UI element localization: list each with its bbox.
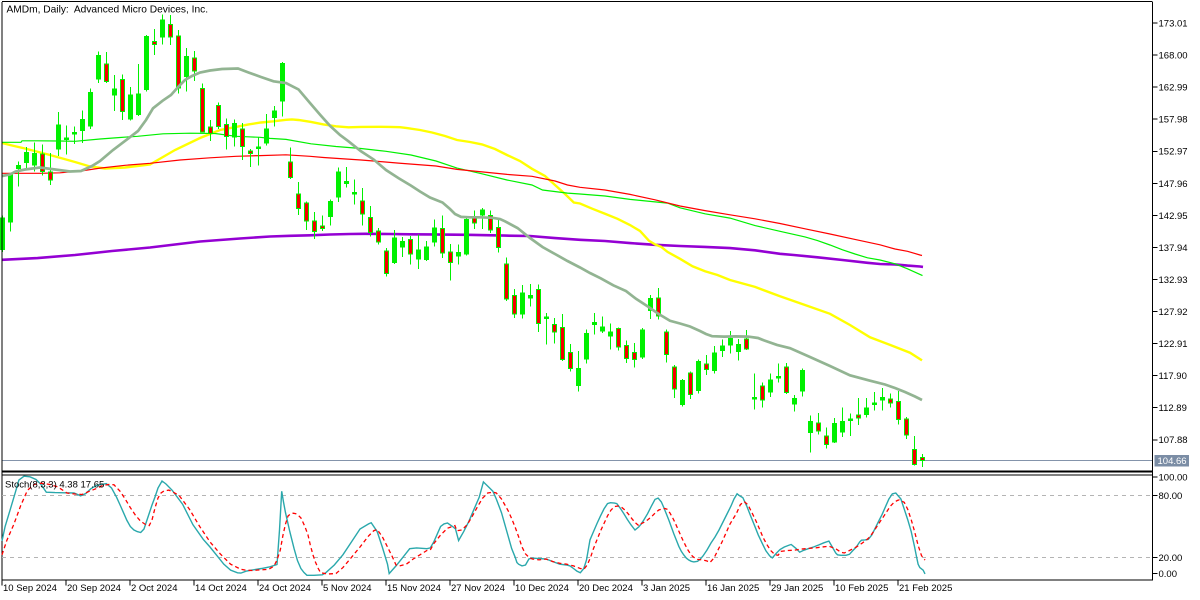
svg-text:21 Feb 2025: 21 Feb 2025 — [899, 583, 952, 594]
svg-text:20 Sep 2024: 20 Sep 2024 — [67, 583, 121, 594]
svg-text:168.00: 168.00 — [1159, 51, 1188, 62]
svg-text:117.90: 117.90 — [1159, 371, 1187, 382]
svg-text:10 Dec 2024: 10 Dec 2024 — [515, 583, 569, 594]
svg-text:157.98: 157.98 — [1159, 115, 1188, 126]
svg-text:104.66: 104.66 — [1158, 456, 1187, 467]
svg-text:162.99: 162.99 — [1159, 83, 1188, 94]
svg-text:173.01: 173.01 — [1159, 19, 1188, 30]
svg-text:10 Feb 2025: 10 Feb 2025 — [835, 583, 888, 594]
svg-text:107.88: 107.88 — [1159, 435, 1188, 446]
svg-text:2 Oct 2024: 2 Oct 2024 — [131, 583, 177, 594]
svg-text:152.97: 152.97 — [1159, 147, 1188, 158]
svg-text:16 Jan 2025: 16 Jan 2025 — [707, 583, 759, 594]
svg-text:20 Dec 2024: 20 Dec 2024 — [579, 583, 633, 594]
svg-text:14 Oct 2024: 14 Oct 2024 — [195, 583, 247, 594]
svg-text:27 Nov 2024: 27 Nov 2024 — [451, 583, 505, 594]
svg-text:24 Oct 2024: 24 Oct 2024 — [259, 583, 311, 594]
svg-text:142.95: 142.95 — [1159, 211, 1188, 222]
svg-text:AMDm, Daily: Advanced Micro D: AMDm, Daily: Advanced Micro Devices, Inc… — [7, 4, 209, 15]
svg-text:80.00: 80.00 — [1159, 491, 1183, 502]
svg-text:0.00: 0.00 — [1159, 569, 1178, 580]
svg-text:10 Sep 2024: 10 Sep 2024 — [3, 583, 57, 594]
svg-text:137.94: 137.94 — [1159, 243, 1188, 254]
svg-text:15 Nov 2024: 15 Nov 2024 — [387, 583, 441, 594]
svg-text:122.91: 122.91 — [1159, 339, 1188, 350]
svg-text:3 Jan 2025: 3 Jan 2025 — [643, 583, 690, 594]
svg-text:29 Jan 2025: 29 Jan 2025 — [771, 583, 823, 594]
svg-text:132.93: 132.93 — [1159, 275, 1188, 286]
svg-text:5 Nov 2024: 5 Nov 2024 — [323, 583, 372, 594]
svg-text:20.00: 20.00 — [1159, 553, 1183, 564]
svg-text:Stoch(8,3,3) 4.38 17.65: Stoch(8,3,3) 4.38 17.65 — [5, 480, 104, 491]
svg-text:112.89: 112.89 — [1159, 403, 1187, 414]
svg-text:147.96: 147.96 — [1159, 179, 1188, 190]
svg-text:127.92: 127.92 — [1159, 307, 1188, 318]
svg-text:100.00: 100.00 — [1159, 473, 1188, 484]
